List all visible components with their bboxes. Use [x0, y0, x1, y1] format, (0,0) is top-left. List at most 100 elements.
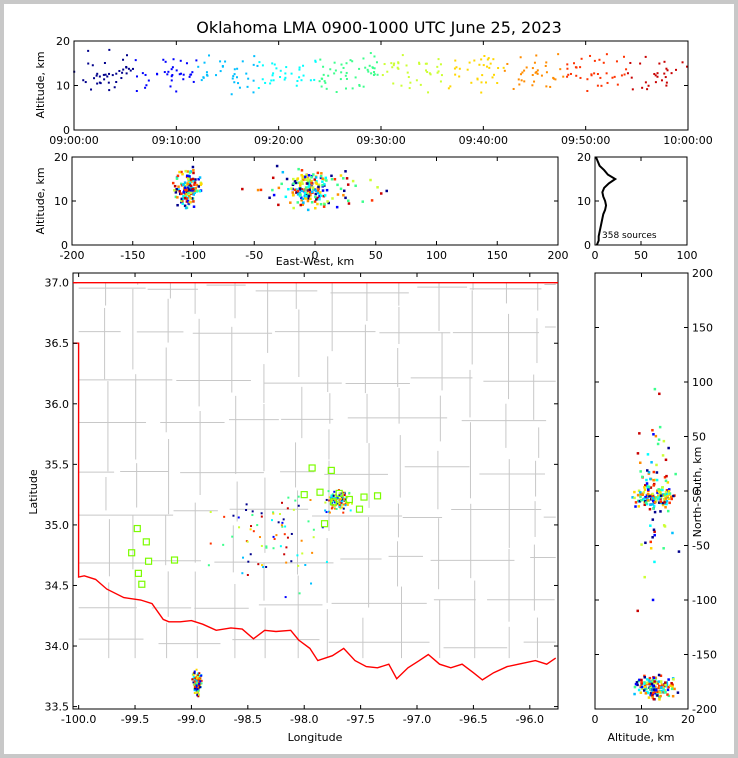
source-point-map: [330, 494, 333, 497]
source-point-ew: [315, 182, 319, 186]
source-point-ns: [645, 687, 648, 691]
source-point-ns: [651, 696, 654, 699]
source-point-ew: [342, 193, 345, 197]
source-point-map: [330, 501, 333, 504]
lma-station-marker: [320, 520, 329, 528]
source-point-map: [310, 582, 313, 585]
source-point-time: [144, 73, 147, 76]
source-point-map: [325, 560, 328, 563]
source-point-time: [439, 80, 442, 83]
source-point-time: [405, 64, 408, 67]
source-point-ns: [658, 686, 662, 689]
source-point-time: [439, 63, 442, 66]
source-point-ns: [656, 489, 659, 492]
source-point-ew: [312, 173, 315, 176]
plan-view-x-tick-label: -96.5: [459, 713, 487, 726]
source-point-time: [473, 59, 476, 62]
source-point-time: [409, 81, 412, 84]
source-point-ns: [676, 691, 680, 694]
source-point-ew: [376, 186, 379, 189]
source-point-time: [480, 91, 483, 94]
source-point-time: [373, 73, 376, 76]
source-point-ew: [293, 179, 297, 183]
source-point-ew: [307, 197, 310, 200]
source-point-ew: [188, 175, 191, 178]
source-point-time: [87, 62, 90, 65]
source-point-ew: [292, 182, 295, 185]
source-point-ns: [652, 507, 655, 510]
source-point-map: [193, 689, 196, 692]
source-point-ns: [633, 496, 636, 500]
source-point-time: [167, 70, 170, 73]
source-point-map: [257, 563, 260, 566]
source-point-ns: [652, 528, 656, 532]
source-point-ew: [316, 191, 320, 195]
source-point-time: [407, 76, 410, 79]
source-point-ns: [657, 686, 660, 690]
time-height-frame: [73, 40, 689, 131]
source-point-ew: [195, 189, 199, 193]
histogram-x-tick-label: 0: [592, 249, 599, 262]
source-point-time: [131, 67, 134, 70]
source-point-ew: [345, 177, 349, 180]
source-point-ew: [351, 179, 355, 183]
source-point-map: [262, 566, 265, 569]
source-point-ns: [656, 442, 660, 446]
source-point-map: [193, 670, 196, 673]
source-point-ew: [175, 188, 178, 191]
source-point-time: [654, 74, 657, 77]
source-point-ew: [188, 183, 191, 187]
source-point-map: [195, 685, 198, 688]
source-point-ns: [651, 492, 654, 496]
source-point-time: [98, 75, 101, 78]
source-point-time: [644, 55, 647, 58]
source-point-map: [311, 551, 314, 554]
source-point-ew: [293, 188, 297, 192]
source-point-time: [375, 61, 378, 64]
source-point-ns: [674, 472, 677, 476]
source-point-map: [328, 511, 331, 514]
source-point-ew: [354, 184, 357, 188]
source-point-ns: [670, 687, 674, 691]
source-point-ew: [313, 178, 317, 181]
source-point-ns: [645, 478, 648, 482]
north-south-x-tick-label: 0: [592, 713, 599, 726]
source-point-time: [366, 68, 369, 71]
source-point-map: [344, 498, 347, 501]
source-point-time: [333, 72, 336, 75]
source-point-time: [540, 74, 543, 77]
source-point-ns: [651, 691, 655, 695]
source-point-ew: [295, 188, 298, 191]
source-point-map: [290, 560, 293, 563]
source-point-ns: [640, 683, 643, 687]
county-lines: [78, 282, 556, 659]
source-point-map: [193, 679, 196, 682]
source-point-ew: [313, 188, 316, 191]
source-point-ns: [671, 683, 674, 687]
source-point-ew: [174, 195, 178, 199]
plan-view-y-tick-label: 34.0: [45, 640, 70, 653]
source-point-time: [429, 73, 432, 76]
source-point-ns: [646, 486, 649, 489]
source-point-ns: [644, 484, 647, 487]
source-point-time: [271, 62, 274, 65]
source-point-map: [273, 538, 276, 541]
source-point-time: [169, 85, 172, 88]
source-point-ns: [659, 510, 662, 513]
source-point-ns: [667, 497, 671, 501]
source-point-time: [333, 61, 336, 64]
plan-view-x-tick-label: -96.0: [516, 713, 544, 726]
source-point-time: [593, 72, 596, 75]
source-point-ew: [313, 200, 317, 203]
source-point-map: [265, 565, 268, 568]
source-point-ew: [175, 176, 179, 179]
source-point-time: [121, 71, 124, 74]
source-point-time: [175, 90, 178, 93]
lma-station-marker: [300, 491, 308, 499]
source-point-ns: [647, 472, 651, 475]
source-point-time: [367, 70, 370, 73]
source-point-time: [470, 81, 473, 84]
time-height-x-tick-label: 09:10:00: [152, 134, 201, 147]
north-south-x-tick-label: 10: [635, 713, 649, 726]
source-point-ew: [308, 188, 311, 191]
